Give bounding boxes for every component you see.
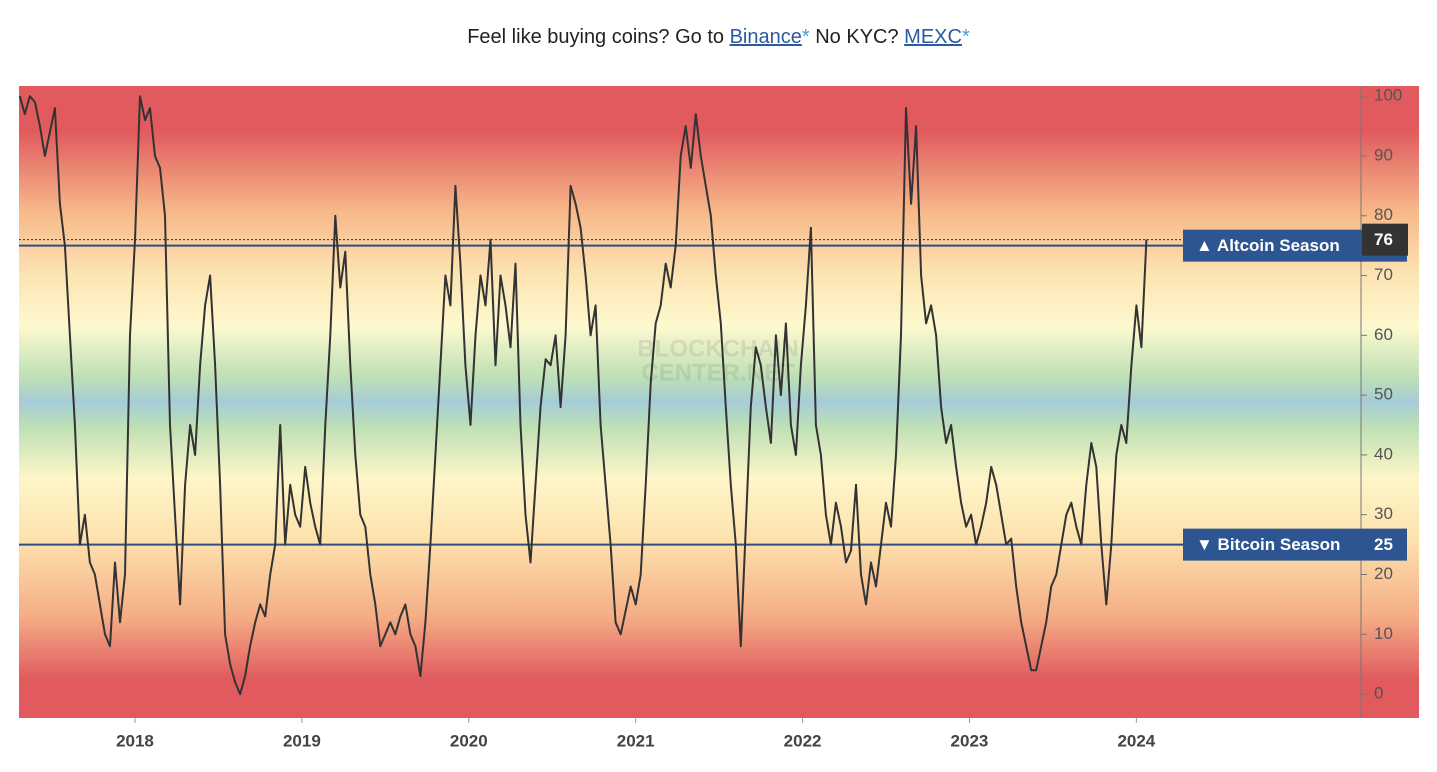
current-value-label: 76: [1374, 230, 1393, 249]
y-tick-label: 50: [1374, 385, 1393, 404]
y-tick-label: 100: [1374, 86, 1402, 105]
x-tick-label: 2018: [116, 731, 154, 750]
threshold-label: ▲ Altcoin Season: [1196, 236, 1340, 255]
y-tick-label: 60: [1374, 325, 1393, 344]
y-tick-label: 90: [1374, 145, 1393, 164]
promo-banner: Feel like buying coins? Go to Binance* N…: [0, 26, 1437, 49]
y-tick-label: 40: [1374, 444, 1393, 463]
y-tick-label: 30: [1374, 504, 1393, 523]
mexc-link[interactable]: MEXC: [904, 26, 962, 48]
current-value-box: [1362, 223, 1408, 256]
y-tick-label: 0: [1374, 684, 1383, 703]
asterisk: *: [961, 26, 970, 48]
watermark: BLOCKCHAIN: [637, 335, 798, 362]
threshold-box: [1183, 528, 1407, 561]
threshold-label: ▼ Bitcoin Season: [1196, 535, 1340, 554]
x-tick-label: 2023: [951, 731, 989, 750]
x-tick-label: 2022: [784, 731, 822, 750]
index-line: [18, 95, 1148, 696]
plot-background: [19, 86, 1419, 718]
threshold-value: 25: [1374, 535, 1393, 554]
watermark: CENTER.NET: [641, 359, 795, 386]
y-tick-label: 70: [1374, 265, 1393, 284]
x-tick-label: 2019: [283, 731, 321, 750]
asterisk: *: [801, 26, 810, 48]
promo-text: No KYC?: [815, 26, 899, 48]
x-tick-label: 2020: [450, 731, 488, 750]
x-tick-label: 2021: [617, 731, 655, 750]
binance-link[interactable]: Binance: [729, 26, 802, 48]
y-tick-label: 20: [1374, 564, 1393, 583]
y-tick-label: 10: [1374, 624, 1393, 643]
x-tick-label: 2024: [1117, 731, 1155, 750]
y-tick-label: 80: [1374, 205, 1393, 224]
promo-text: Feel like buying coins? Go to: [467, 26, 725, 48]
